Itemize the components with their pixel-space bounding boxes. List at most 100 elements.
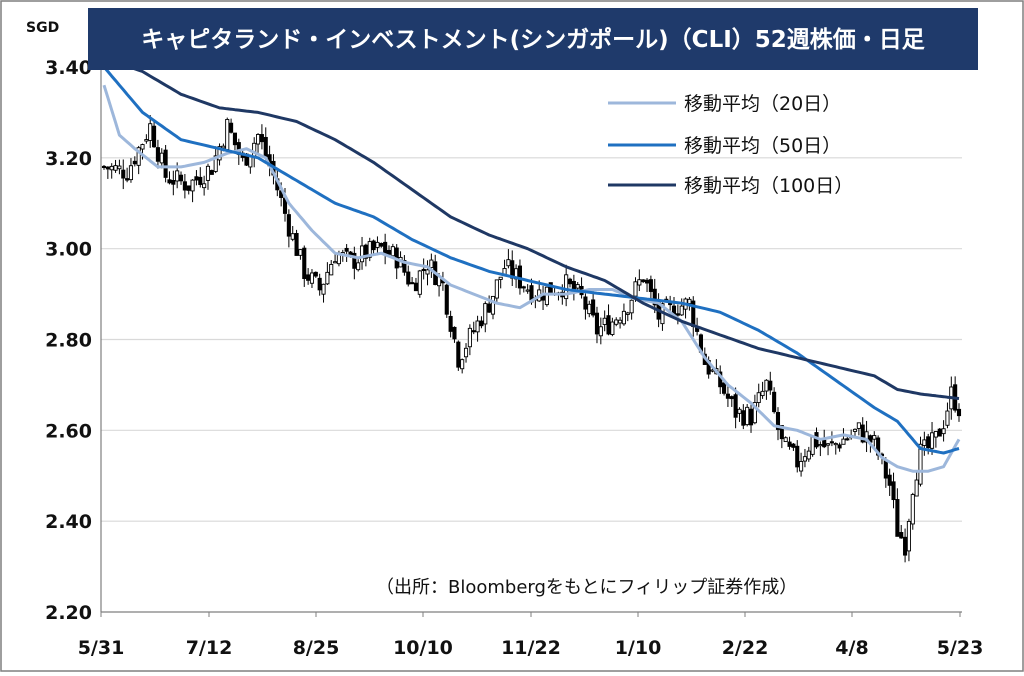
candle	[810, 436, 815, 457]
candle	[152, 121, 157, 148]
candle-body	[190, 179, 195, 192]
candle-body	[795, 445, 800, 468]
candle	[775, 407, 781, 441]
candle	[352, 246, 357, 280]
candle-body	[336, 254, 341, 265]
candle	[525, 284, 530, 294]
candle-body	[309, 272, 315, 284]
candle	[756, 383, 761, 408]
x-tick-label: 5/23	[937, 637, 984, 659]
candle	[155, 139, 160, 169]
candle	[406, 265, 411, 287]
candle	[941, 420, 946, 442]
candle-body	[799, 461, 804, 472]
candle-body	[937, 428, 942, 437]
candle-body	[810, 436, 815, 455]
candle	[583, 293, 588, 320]
candle-body	[903, 536, 908, 556]
candle-body	[918, 443, 923, 485]
y-tick-label: 2.40	[45, 511, 92, 533]
candle	[367, 237, 372, 262]
legend-label-ma100: 移動平均（100日）	[684, 175, 853, 197]
candle-body	[132, 160, 137, 165]
candle-body	[614, 319, 619, 325]
candle	[856, 422, 861, 436]
candle	[425, 260, 430, 286]
candle-body	[583, 296, 588, 310]
candle-body	[209, 170, 214, 175]
candle	[864, 420, 869, 453]
candle-body	[444, 284, 449, 315]
candle	[421, 258, 426, 280]
candle-body	[641, 279, 646, 283]
candle-body	[390, 246, 395, 257]
candle	[606, 304, 611, 336]
candle	[799, 452, 804, 477]
candle	[256, 133, 261, 155]
ma-line-ma20	[102, 84, 961, 473]
ma-line-ma100	[103, 56, 960, 400]
candle-body	[745, 406, 750, 426]
candle	[937, 427, 942, 437]
y-tick-label: 2.20	[45, 602, 92, 624]
candle-body	[383, 241, 388, 255]
candle-body	[352, 252, 357, 269]
candle-body	[410, 282, 415, 285]
candle-body	[456, 341, 461, 368]
candle-body	[895, 499, 900, 537]
candle-body	[448, 315, 453, 332]
candle	[429, 253, 434, 278]
candle-body	[887, 474, 892, 486]
candle-body	[591, 299, 596, 316]
candle-body	[363, 244, 368, 259]
candle	[444, 283, 449, 318]
candle-body	[186, 185, 191, 191]
candle-body	[252, 142, 257, 158]
candle	[637, 269, 642, 292]
candle-body	[679, 305, 684, 316]
candle-body	[648, 279, 653, 292]
moving-average-lines	[102, 56, 961, 473]
candle	[591, 291, 596, 318]
candle	[899, 524, 904, 539]
candle-body	[837, 444, 842, 449]
candle	[602, 310, 607, 332]
candle	[629, 299, 634, 320]
candle-body	[294, 233, 299, 256]
candle-body	[144, 139, 149, 142]
candle	[918, 436, 923, 487]
candle-body	[121, 169, 126, 179]
candle	[317, 273, 322, 296]
candle-body	[733, 394, 738, 418]
candle	[752, 394, 757, 425]
candle-body	[460, 359, 465, 370]
candle-body	[479, 320, 484, 327]
candle-body	[140, 144, 145, 150]
candle-body	[217, 146, 222, 161]
candle-body	[926, 436, 931, 449]
candle-body	[829, 441, 834, 444]
candle-body	[575, 284, 580, 289]
candle	[413, 277, 419, 292]
candle	[648, 275, 653, 299]
candle	[132, 156, 137, 167]
candle	[140, 143, 145, 160]
candle-body	[475, 320, 480, 333]
x-tick-label: 4/8	[835, 637, 868, 659]
candle-body	[748, 408, 754, 426]
candle	[837, 442, 842, 452]
y-tick-label: 2.80	[45, 330, 92, 352]
candle-body	[610, 321, 615, 335]
x-tick-label: 2/22	[722, 637, 769, 659]
candle-body	[152, 125, 157, 148]
candle	[448, 310, 453, 338]
source-note: （出所：Bloombergをもとにフィリップ証券作成）	[376, 577, 797, 598]
candle	[182, 173, 187, 199]
candle	[891, 472, 896, 509]
candle	[205, 163, 211, 190]
candle	[779, 425, 784, 449]
y-tick-label: 3.20	[45, 148, 92, 170]
candle	[618, 317, 623, 329]
candle-body	[452, 326, 457, 340]
